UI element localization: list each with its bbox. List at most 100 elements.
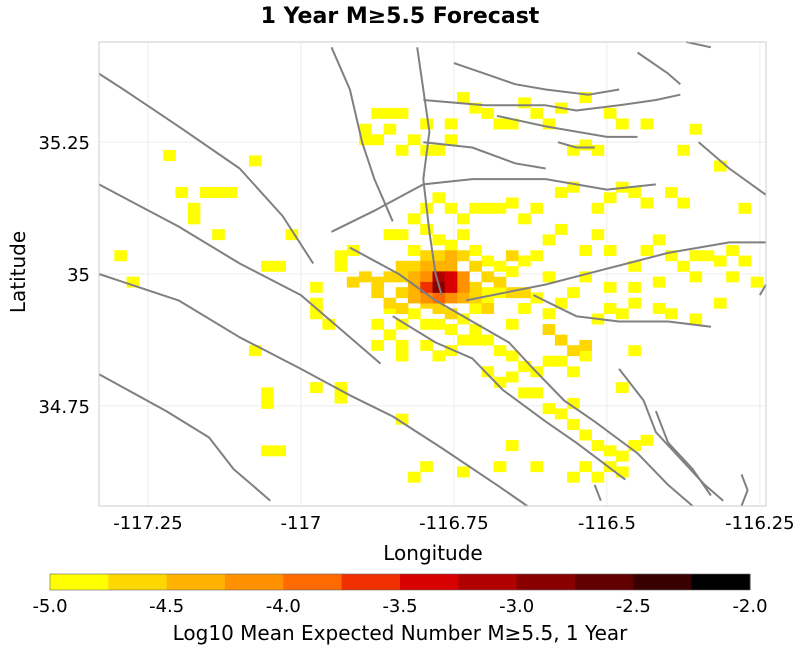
heatmap-cell	[554, 334, 568, 346]
x-tick-labels: -117.25 -117 -116.75 -116.5 -116.25	[113, 513, 794, 534]
fault-line	[618, 368, 724, 502]
heatmap-cell	[261, 387, 274, 399]
heatmap-cell	[444, 324, 458, 336]
fault-line	[98, 72, 315, 265]
fault-line	[740, 474, 749, 507]
heatmap-cell	[383, 123, 397, 135]
heatmap-cell	[530, 202, 544, 214]
heatmap-cell	[481, 366, 495, 378]
fault-line	[349, 246, 694, 507]
heatmap-cell	[567, 181, 580, 193]
heatmap-cell	[579, 339, 593, 351]
heatmap-cell	[469, 334, 482, 346]
heatmap-cell	[689, 123, 703, 135]
heatmap-cell	[408, 245, 421, 256]
heatmap-cell	[371, 276, 384, 288]
heatmap-cell	[567, 144, 580, 156]
heatmap-cell	[713, 297, 727, 309]
heatmap-cell	[187, 213, 201, 225]
fault-line	[759, 284, 767, 296]
heatmap-cell	[310, 382, 323, 394]
heatmap-cell	[518, 255, 531, 267]
heatmap-cell	[701, 250, 715, 262]
heatmap-cell	[554, 297, 568, 309]
heatmap-cell	[603, 192, 617, 204]
heatmap-cell	[542, 234, 556, 246]
heatmap-cell	[432, 144, 446, 156]
heatmap-cell	[628, 260, 641, 272]
heatmap-cell	[726, 245, 739, 256]
heatmap-cell	[616, 450, 629, 462]
heatmap-cell	[310, 281, 323, 293]
heatmap-cell	[628, 281, 641, 293]
heatmap-cell	[542, 118, 556, 130]
heatmap-cell	[518, 387, 531, 399]
heatmap-cell	[493, 376, 507, 388]
heatmap-cell	[420, 271, 433, 283]
heatmap-cell	[432, 350, 446, 362]
colorbar-tick-label: -2.0	[732, 596, 767, 617]
heatmap-cell	[395, 229, 409, 241]
heatmap-cell	[248, 155, 262, 167]
heatmap-cell	[432, 192, 446, 204]
heatmap-cell	[505, 371, 519, 383]
heatmap-cell	[371, 107, 384, 119]
heatmap-cell	[579, 245, 593, 256]
heatmap-cell	[469, 303, 482, 314]
heatmap-cell	[126, 276, 140, 288]
fault-line	[593, 484, 602, 502]
heatmap-cell	[444, 118, 458, 130]
fault-line	[466, 241, 766, 302]
heatmap-cell	[530, 107, 544, 119]
fault-line	[557, 141, 595, 149]
heatmap-cell	[408, 471, 421, 483]
heatmap-cell	[432, 250, 446, 262]
heatmap-cell	[444, 239, 458, 251]
fault-line	[416, 47, 443, 296]
fault-line	[533, 294, 712, 328]
heatmap-cell	[481, 202, 495, 214]
heatmap-cell	[444, 271, 458, 283]
heatmap-cell	[408, 260, 421, 272]
heatmap-cell	[689, 271, 703, 283]
heatmap-cell	[567, 397, 580, 409]
heatmap-cell	[432, 292, 446, 304]
heatmap-cell	[273, 260, 287, 272]
heatmap-cell	[383, 107, 397, 119]
heatmap-cell	[518, 213, 531, 225]
colorbar-tick-label: -4.5	[149, 596, 184, 617]
heatmap-cell	[665, 250, 678, 262]
heatmap-cell	[689, 313, 703, 325]
heatmap-cell	[542, 355, 556, 367]
fault-line	[330, 46, 394, 222]
fault-line	[654, 410, 712, 497]
colorbar-swatch	[691, 574, 751, 590]
heatmap-cell	[591, 440, 605, 452]
heatmap-cell	[603, 107, 617, 119]
heatmap-cell	[444, 134, 458, 146]
heatmap-cell	[371, 287, 384, 299]
colorbar-swatch	[166, 574, 226, 590]
fault-line	[496, 114, 638, 138]
heatmap-cell	[481, 334, 495, 346]
heatmap-cell	[542, 324, 556, 336]
heatmap-cells	[114, 92, 764, 483]
heatmap-cell	[224, 187, 238, 198]
heatmap-cell	[493, 461, 507, 473]
heatmap-cell	[432, 260, 446, 272]
heatmap-cell	[187, 202, 201, 214]
heatmap-cell	[444, 345, 458, 357]
heatmap-cell	[603, 281, 617, 293]
heatmap-cell	[530, 387, 544, 399]
heatmap-cell	[738, 255, 752, 267]
heatmap-cell	[481, 287, 495, 299]
heatmap-cell	[481, 107, 495, 119]
heatmap-cell	[652, 303, 666, 314]
heatmap-cell	[408, 213, 421, 225]
heatmap-cell	[518, 287, 531, 299]
heatmap-cell	[640, 245, 654, 256]
heatmap-cell	[603, 245, 617, 256]
heatmap-cell	[469, 202, 482, 214]
